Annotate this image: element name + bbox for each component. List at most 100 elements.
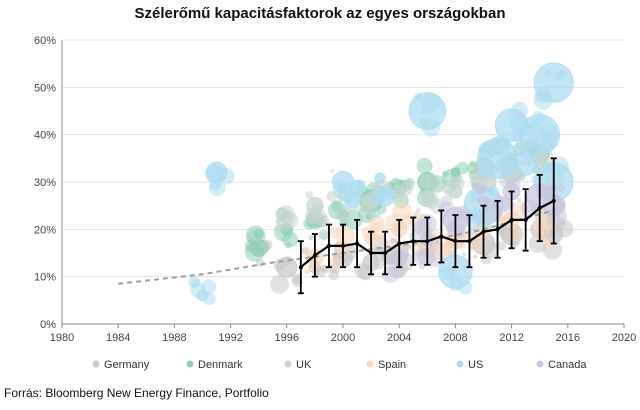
bubble-canada	[453, 205, 470, 222]
bubble-denmark	[452, 166, 460, 174]
bubble-denmark	[285, 241, 292, 249]
y-tick-label: 40%	[34, 130, 56, 142]
bubble-spain	[304, 267, 311, 275]
average-point	[453, 239, 458, 244]
average-point	[495, 227, 500, 232]
bubble-us	[373, 210, 381, 218]
y-tick-label: 60%	[34, 35, 56, 47]
bubble-us	[545, 70, 551, 76]
x-tick-label: 2000	[331, 332, 355, 344]
legend-label-germany: Germany	[104, 359, 150, 371]
bubble-germany	[497, 241, 507, 251]
bubble-uk	[282, 212, 299, 229]
bubble-us	[370, 189, 386, 205]
bubble-uk	[449, 176, 465, 192]
bubble-us	[519, 153, 525, 158]
average-point	[523, 217, 528, 222]
y-tick-label: 0%	[40, 319, 56, 331]
bubble-germany	[319, 264, 328, 273]
x-tick-label: 1992	[218, 332, 242, 344]
bubble-denmark	[318, 229, 330, 241]
bubble-denmark	[442, 170, 449, 178]
x-tick-labels: 1980 1984 1988 1992 1996 2000 2004 2008 2012 2016…	[50, 324, 636, 344]
legend-marker-spain	[366, 360, 374, 368]
bubble-us	[414, 93, 423, 101]
bubble-spain	[443, 249, 451, 257]
y-tick-label: 30%	[34, 177, 56, 189]
bubble-uk	[311, 209, 328, 225]
x-tick-label: 2016	[556, 332, 580, 344]
bubble-us	[484, 144, 495, 154]
bubble-us	[204, 164, 225, 184]
average-point	[341, 243, 345, 248]
bubble-us	[534, 86, 552, 104]
average-point	[369, 251, 374, 255]
bubble-us	[374, 171, 386, 184]
bubble-uk	[395, 193, 401, 199]
average-point	[298, 265, 303, 270]
average-point	[312, 253, 317, 258]
average-point	[481, 229, 486, 234]
x-tick-label: 2020	[612, 332, 636, 344]
bubble-spain	[456, 240, 466, 249]
legend-marker-germany	[92, 360, 100, 368]
bubble-us	[419, 117, 429, 128]
average-series-group	[297, 157, 557, 295]
bubble-germany	[291, 273, 303, 285]
bubble-us	[440, 265, 455, 281]
bubble-spain	[384, 213, 404, 233]
bubble-us	[540, 124, 558, 143]
bubble-us	[329, 168, 335, 174]
bubble-canada	[557, 183, 566, 192]
bubble-spain	[302, 247, 310, 255]
bubble-spain	[441, 240, 453, 252]
legend-label-uk: UK	[296, 359, 312, 371]
bubble-denmark	[416, 157, 433, 175]
legend-label-canada: Canada	[548, 359, 587, 371]
average-point	[383, 251, 388, 255]
bubble-spain	[328, 256, 343, 271]
y-tick-label: 10%	[34, 272, 56, 284]
legend-marker-uk	[284, 360, 292, 368]
bubble-canada	[471, 182, 480, 190]
bubble-us	[347, 187, 356, 196]
y-tick-label: 50%	[34, 82, 56, 94]
bubble-spain	[368, 215, 385, 232]
bubble-uk	[425, 175, 441, 190]
bubble-canada	[390, 237, 397, 245]
bubble-spain	[540, 237, 551, 248]
bubble-germany	[328, 269, 340, 281]
average-point	[326, 243, 331, 248]
bubbles	[188, 62, 574, 306]
bubble-denmark	[308, 235, 314, 241]
bubble-germany	[270, 274, 290, 294]
average-point	[397, 241, 402, 246]
bubble-us	[202, 292, 216, 306]
legend-marker-denmark	[186, 360, 194, 368]
legend-label-us: US	[468, 359, 483, 371]
x-tick-label: 2004	[387, 332, 411, 344]
bubble-denmark	[253, 246, 265, 257]
legend-label-denmark: Denmark	[198, 359, 243, 371]
bubble-uk	[444, 189, 449, 194]
bubble-us	[357, 181, 365, 189]
source-note: Forrás: Bloomberg New Energy Finance, Po…	[4, 386, 269, 400]
y-tick-labels: 0% 10% 20% 30% 40% 50% 60%	[34, 35, 56, 331]
bubble-us	[531, 110, 545, 125]
x-tick-label: 1984	[106, 332, 130, 344]
average-point	[537, 206, 542, 211]
bubble-us	[518, 116, 524, 122]
chart-title: Szélerőmű kapacitásfaktorok az egyes ors…	[134, 5, 506, 22]
bubble-spain	[508, 227, 524, 243]
bubble-us	[477, 158, 496, 177]
bubble-uk	[305, 190, 314, 200]
legend-label-spain: Spain	[378, 359, 406, 371]
bubble-uk	[392, 183, 399, 190]
x-tick-label: 1980	[50, 332, 74, 344]
bubble-us	[458, 280, 473, 295]
bubble-us	[201, 279, 217, 295]
bubble-canada	[438, 201, 455, 218]
average-point	[355, 241, 360, 246]
x-tick-label: 1988	[162, 332, 186, 344]
